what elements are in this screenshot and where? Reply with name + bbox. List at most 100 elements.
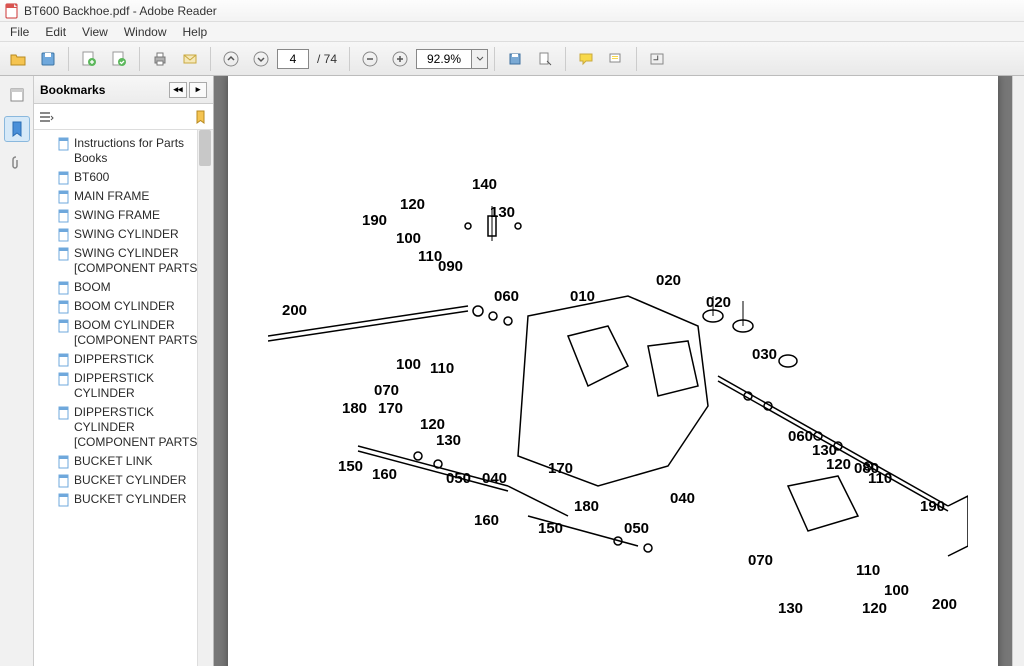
callout-label: 160 xyxy=(474,512,499,529)
pdf-file-icon xyxy=(4,3,20,19)
bookmark-icon xyxy=(58,372,70,386)
bookmark-item[interactable]: SWING FRAME xyxy=(40,206,213,225)
right-scrollbar[interactable] xyxy=(1012,76,1024,666)
callout-label: 130 xyxy=(778,600,803,617)
bookmark-item[interactable]: SWING CYLINDER xyxy=(40,225,213,244)
page-total-label: / 74 xyxy=(317,52,337,66)
bookmarks-header: Bookmarks ◂◂ ▸ xyxy=(34,76,213,104)
bookmark-label: SWING FRAME xyxy=(74,208,160,223)
zoom-out-button[interactable] xyxy=(356,45,384,73)
bookmark-label: Instructions for Parts Books xyxy=(74,136,209,166)
bookmarks-scrollbar[interactable] xyxy=(197,130,213,666)
zoom-in-button[interactable] xyxy=(386,45,414,73)
bookmark-item[interactable]: BUCKET LINK xyxy=(40,452,213,471)
bookmark-label: BUCKET CYLINDER xyxy=(74,492,186,507)
menu-bar: File Edit View Window Help xyxy=(0,22,1024,42)
callout-label: 160 xyxy=(372,466,397,483)
callout-label: 130 xyxy=(436,432,461,449)
menu-file[interactable]: File xyxy=(2,23,37,41)
bookmark-item[interactable]: DIPPERSTICK CYLINDER [COMPONENT PARTS] xyxy=(40,403,213,452)
read-mode-button[interactable] xyxy=(643,45,671,73)
callout-label: 100 xyxy=(396,230,421,247)
save-copy-button[interactable] xyxy=(501,45,529,73)
bookmark-icon xyxy=(58,406,70,420)
bookmark-item[interactable]: SWING CYLINDER [COMPONENT PARTS] xyxy=(40,244,213,278)
bookmark-item[interactable]: BOOM CYLINDER [COMPONENT PARTS] xyxy=(40,316,213,350)
menu-edit[interactable]: Edit xyxy=(37,23,74,41)
open-button[interactable] xyxy=(4,45,32,73)
bookmark-label: SWING CYLINDER xyxy=(74,227,179,242)
separator xyxy=(636,47,637,71)
bookmark-label: DIPPERSTICK CYLINDER xyxy=(74,371,209,401)
bookmarks-list[interactable]: Instructions for Parts Books BT600 MAIN FR… xyxy=(34,130,213,666)
bookmark-item[interactable]: BT600 xyxy=(40,168,213,187)
bookmark-item[interactable]: BUCKET CYLINDER xyxy=(40,471,213,490)
bookmark-item[interactable]: MAIN FRAME xyxy=(40,187,213,206)
bookmark-item[interactable]: BUCKET CYLINDER xyxy=(40,490,213,509)
bookmark-icon xyxy=(58,247,70,261)
email-button[interactable] xyxy=(176,45,204,73)
callout-label: 180 xyxy=(342,400,367,417)
bookmark-item[interactable]: BOOM xyxy=(40,278,213,297)
bookmark-label: BOOM CYLINDER xyxy=(74,299,175,314)
export-pdf-button[interactable] xyxy=(75,45,103,73)
bookmarks-rail-button[interactable] xyxy=(4,116,30,142)
bookmarks-collapse-button[interactable]: ▸ xyxy=(189,82,207,98)
callout-label: 050 xyxy=(624,520,649,537)
page-number-input[interactable] xyxy=(277,49,309,69)
callout-label: 200 xyxy=(282,302,307,319)
separator xyxy=(494,47,495,71)
document-area[interactable]: 1401201301901001100900200600100202000301… xyxy=(214,76,1012,666)
bookmark-item[interactable]: BOOM CYLINDER xyxy=(40,297,213,316)
bookmarks-panel: Bookmarks ◂◂ ▸ Instructions for Parts Bo… xyxy=(34,76,214,666)
highlight-button[interactable] xyxy=(602,45,630,73)
comment-button[interactable] xyxy=(572,45,600,73)
menu-view[interactable]: View xyxy=(74,23,116,41)
bookmarks-options-icon[interactable] xyxy=(38,109,54,125)
callout-label: 140 xyxy=(472,176,497,193)
bookmark-icon xyxy=(58,353,70,367)
callout-label: 190 xyxy=(362,212,387,229)
bookmarks-new-icon[interactable] xyxy=(193,109,209,125)
thumbnails-rail-button[interactable] xyxy=(4,82,30,108)
tool-button[interactable] xyxy=(531,45,559,73)
callout-label: 120 xyxy=(862,600,887,617)
bookmark-icon xyxy=(58,455,70,469)
callout-label: 040 xyxy=(670,490,695,507)
save-button[interactable] xyxy=(34,45,62,73)
bookmark-item[interactable]: DIPPERSTICK xyxy=(40,350,213,369)
left-rail xyxy=(0,76,34,666)
callout-label: 040 xyxy=(482,470,507,487)
bookmarks-prev-button[interactable]: ◂◂ xyxy=(169,82,187,98)
callout-label: 120 xyxy=(826,456,851,473)
zoom-dropdown-button[interactable] xyxy=(472,49,488,69)
page-down-button[interactable] xyxy=(247,45,275,73)
page-up-button[interactable] xyxy=(217,45,245,73)
bookmark-label: BOOM CYLINDER [COMPONENT PARTS] xyxy=(74,318,209,348)
bookmark-label: BUCKET CYLINDER xyxy=(74,473,186,488)
bookmark-icon xyxy=(58,281,70,295)
menu-help[interactable]: Help xyxy=(175,23,216,41)
bookmark-icon xyxy=(58,228,70,242)
bookmark-item[interactable]: DIPPERSTICK CYLINDER xyxy=(40,369,213,403)
bookmark-label: DIPPERSTICK CYLINDER [COMPONENT PARTS] xyxy=(74,405,209,450)
create-pdf-button[interactable] xyxy=(105,45,133,73)
separator xyxy=(139,47,140,71)
bookmark-label: BT600 xyxy=(74,170,109,185)
zoom-input[interactable] xyxy=(416,49,472,69)
title-bar: BT600 Backhoe.pdf - Adobe Reader xyxy=(0,0,1024,22)
print-button[interactable] xyxy=(146,45,174,73)
callout-label: 200 xyxy=(932,596,957,613)
bookmark-label: DIPPERSTICK xyxy=(74,352,154,367)
bookmark-label: SWING CYLINDER [COMPONENT PARTS] xyxy=(74,246,209,276)
separator xyxy=(68,47,69,71)
attachments-rail-button[interactable] xyxy=(4,150,30,176)
callout-label: 120 xyxy=(400,196,425,213)
callout-label: 120 xyxy=(420,416,445,433)
pdf-page: 1401201301901001100900200600100202000301… xyxy=(228,76,998,666)
bookmark-icon xyxy=(58,319,70,333)
menu-window[interactable]: Window xyxy=(116,23,175,41)
bookmark-item[interactable]: Instructions for Parts Books xyxy=(40,134,213,168)
callout-label: 150 xyxy=(538,520,563,537)
main-area: Bookmarks ◂◂ ▸ Instructions for Parts Bo… xyxy=(0,76,1024,666)
